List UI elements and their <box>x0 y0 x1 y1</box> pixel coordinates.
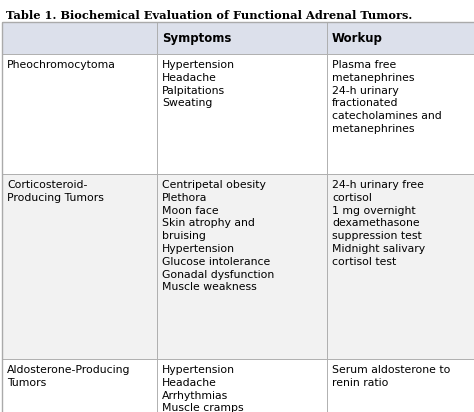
Bar <box>327 22 474 54</box>
Bar <box>2 54 157 174</box>
Text: Hypertension
Headache
Arrhythmias
Muscle cramps: Hypertension Headache Arrhythmias Muscle… <box>162 365 244 412</box>
Bar <box>157 54 327 174</box>
Bar <box>157 174 327 359</box>
Text: Symptoms: Symptoms <box>162 31 231 44</box>
Text: Serum aldosterone to
renin ratio: Serum aldosterone to renin ratio <box>332 365 450 388</box>
Bar <box>157 359 327 412</box>
Text: Aldosterone-Producing
Tumors: Aldosterone-Producing Tumors <box>7 365 130 388</box>
Text: 24-h urinary free
cortisol
1 mg overnight
dexamethasone
suppression test
Midnigh: 24-h urinary free cortisol 1 mg overnigh… <box>332 180 425 267</box>
Bar <box>2 359 157 412</box>
Bar <box>2 174 157 359</box>
Text: Pheochromocytoma: Pheochromocytoma <box>7 60 116 70</box>
Text: Plasma free
metanephrines
24-h urinary
fractionated
catecholamines and
metanephr: Plasma free metanephrines 24-h urinary f… <box>332 60 442 134</box>
Text: Corticosteroid-
Producing Tumors: Corticosteroid- Producing Tumors <box>7 180 104 203</box>
Text: Hypertension
Headache
Palpitations
Sweating: Hypertension Headache Palpitations Sweat… <box>162 60 235 108</box>
Bar <box>2 22 157 54</box>
Bar <box>157 22 327 54</box>
Text: Workup: Workup <box>332 31 383 44</box>
Text: Centripetal obesity
Plethora
Moon face
Skin atrophy and
bruising
Hypertension
Gl: Centripetal obesity Plethora Moon face S… <box>162 180 274 293</box>
Text: Table 1. Biochemical Evaluation of Functional Adrenal Tumors.: Table 1. Biochemical Evaluation of Funct… <box>6 10 412 21</box>
Bar <box>327 54 474 174</box>
Bar <box>327 174 474 359</box>
Bar <box>327 359 474 412</box>
